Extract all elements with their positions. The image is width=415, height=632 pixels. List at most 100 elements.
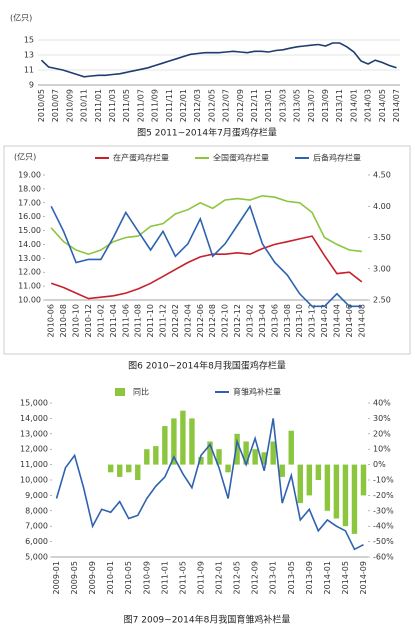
line bbox=[40, 42, 397, 78]
x-tick-label: 2010-06 bbox=[47, 304, 56, 337]
x-tick-label: 2011/03 bbox=[108, 89, 117, 122]
y-tick-label: 13.00 bbox=[18, 254, 41, 263]
x-tick-label: 2012-02 bbox=[171, 304, 180, 337]
x-tick-label: 2013-01 bbox=[269, 561, 278, 594]
y-tick-label: 15,000 bbox=[20, 399, 48, 408]
y-tick-label: 8,000 bbox=[25, 506, 48, 515]
x-tick-label: 2010/09 bbox=[65, 89, 74, 122]
x-tick-label: 2014/01 bbox=[349, 89, 358, 122]
legend-label: 同比 bbox=[133, 387, 149, 397]
y-tick-label: 11,000 bbox=[20, 460, 48, 469]
y-tick-label: 15 bbox=[24, 36, 34, 45]
y-tick-label: 9,000 bbox=[25, 491, 48, 500]
x-tick-label: 2012/03 bbox=[193, 89, 202, 122]
bar bbox=[216, 449, 222, 465]
x-tick-label: 2011-05 bbox=[178, 561, 187, 594]
x-tick-label: 2013-08 bbox=[283, 304, 292, 337]
bar bbox=[135, 464, 141, 480]
x-tick-label: 2014-08 bbox=[357, 304, 366, 337]
x-tick-label: 2012-01 bbox=[215, 561, 224, 594]
legend-label: 全国蛋鸡存栏量 bbox=[213, 153, 269, 163]
x-tick-label: 2010/11 bbox=[80, 89, 89, 122]
legend-swatch bbox=[115, 388, 125, 396]
y-tick-label: 13,000 bbox=[20, 429, 48, 438]
x-tick-label: 2011-02 bbox=[96, 304, 105, 337]
y2-tick-label: -30% bbox=[373, 506, 394, 515]
x-tick-label: 2011-08 bbox=[134, 304, 143, 337]
bar bbox=[180, 410, 186, 465]
bar bbox=[198, 456, 204, 465]
x-tick-label: 2011-12 bbox=[159, 304, 168, 337]
legend-label: 后备鸡存栏量 bbox=[313, 153, 361, 163]
x-tick-label: 2010/07 bbox=[51, 89, 60, 122]
bar bbox=[171, 418, 177, 465]
x-tick-label: 2013-05 bbox=[287, 561, 296, 594]
x-tick-label: 2012/11 bbox=[250, 89, 259, 122]
bar bbox=[261, 452, 267, 465]
y2-tick-label: 0% bbox=[373, 460, 386, 469]
x-tick-label: 2014/05 bbox=[378, 89, 387, 122]
x-tick-label: 2012/01 bbox=[179, 89, 188, 122]
y2-tick-label: 2.50 bbox=[373, 296, 391, 305]
x-tick-label: 2013/11 bbox=[335, 89, 344, 122]
x-tick-label: 2014-05 bbox=[341, 561, 350, 594]
x-tick-label: 2010/05 bbox=[37, 89, 46, 122]
bar bbox=[324, 464, 331, 511]
x-tick-label: 2012-04 bbox=[183, 304, 192, 337]
bar bbox=[279, 464, 285, 477]
x-tick-label: 2013-09 bbox=[305, 561, 314, 594]
line bbox=[55, 418, 364, 551]
bar bbox=[306, 464, 313, 496]
bar bbox=[189, 418, 195, 465]
bar bbox=[153, 446, 159, 465]
y-tick-label: 13 bbox=[24, 51, 34, 60]
line bbox=[50, 194, 362, 256]
bar bbox=[342, 464, 349, 527]
bar bbox=[270, 441, 276, 465]
x-tick-label: 2010-12 bbox=[84, 304, 93, 337]
y-tick-label: 11.00 bbox=[18, 282, 41, 291]
y-tick-label: 9 bbox=[29, 81, 34, 90]
y2-tick-label: 4.50 bbox=[373, 171, 391, 180]
x-tick-label: 2012-12 bbox=[233, 304, 242, 337]
x-tick-label: 2009-01 bbox=[52, 561, 61, 594]
x-tick-label: 2012-05 bbox=[233, 561, 242, 594]
x-tick-label: 2012-09 bbox=[251, 561, 260, 594]
bar bbox=[333, 464, 340, 519]
x-tick-label: 2012/05 bbox=[207, 89, 216, 122]
legend-label: 在产蛋鸡存栏量 bbox=[113, 153, 169, 163]
x-tick-label: 2014/03 bbox=[364, 89, 373, 122]
x-tick-label: 2010-08 bbox=[59, 304, 68, 337]
y-axis-label: (亿只) bbox=[10, 13, 32, 23]
x-tick-label: 2010-10 bbox=[72, 304, 81, 337]
x-tick-label: 2009-09 bbox=[88, 561, 97, 594]
y-tick-label: 12.00 bbox=[18, 268, 41, 277]
x-tick-label: 2013-02 bbox=[245, 304, 254, 337]
bar bbox=[144, 449, 150, 465]
x-tick-label: 2012-10 bbox=[221, 304, 230, 337]
caption: 图6 2010~2014年8月我国蛋鸡存栏量 bbox=[128, 360, 286, 372]
x-tick-label: 2013/03 bbox=[278, 89, 287, 122]
y2-tick-label: 40% bbox=[373, 399, 391, 408]
y-tick-label: 18.00 bbox=[18, 184, 41, 193]
y2-tick-label: 3.50 bbox=[373, 233, 391, 242]
x-tick-label: 2011-04 bbox=[109, 304, 118, 337]
x-tick-label: 2014-02 bbox=[320, 304, 329, 337]
x-tick-label: 2010-09 bbox=[142, 561, 151, 594]
bar bbox=[297, 464, 303, 504]
caption: 图5 2011~2014年7月蛋鸡存栏量 bbox=[137, 127, 277, 139]
x-tick-label: 2010-05 bbox=[124, 561, 133, 594]
x-tick-label: 2011-10 bbox=[146, 304, 155, 337]
x-tick-label: 2014-01 bbox=[323, 561, 332, 594]
x-tick-label: 2014-06 bbox=[345, 304, 354, 337]
x-tick-label: 2013/01 bbox=[264, 89, 273, 122]
line bbox=[50, 235, 363, 300]
x-tick-label: 2014-09 bbox=[359, 561, 368, 594]
y2-tick-label: 30% bbox=[373, 414, 391, 423]
y2-tick-label: -10% bbox=[373, 476, 394, 485]
x-tick-label: 2011-09 bbox=[196, 561, 205, 594]
y-tick-label: 14.00 bbox=[18, 240, 41, 249]
y2-tick-label: -40% bbox=[373, 522, 394, 531]
y-tick-label: 15.00 bbox=[18, 226, 41, 235]
